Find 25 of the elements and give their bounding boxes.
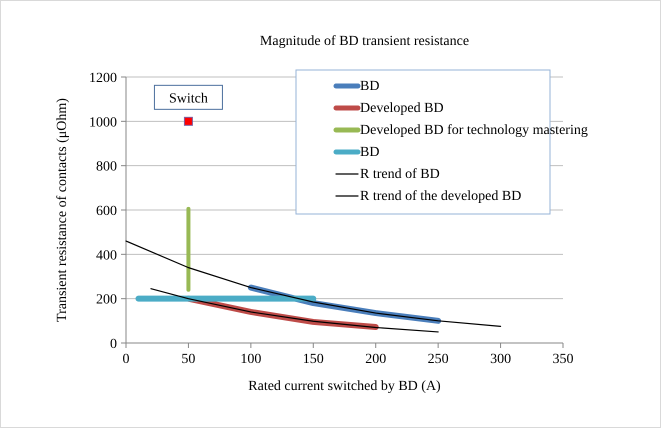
y-tick-label: 200	[96, 292, 117, 308]
x-tick-label: 150	[302, 352, 324, 367]
legend-label: R trend of the developed BD	[360, 189, 522, 204]
x-tick-label: 200	[365, 352, 386, 367]
legend-label: BD	[360, 79, 380, 94]
x-axis-title: Rated current switched by BD (A)	[248, 379, 442, 394]
y-tick-label: 800	[96, 160, 117, 175]
y-tick-label: 400	[96, 248, 117, 264]
x-tick-label: 250	[428, 352, 449, 367]
y-tick-label: 1200	[89, 71, 117, 86]
legend-label: Developed BD	[360, 101, 444, 116]
x-tick-label: 50	[181, 352, 196, 367]
legend-label: Developed BD for technology mastering	[360, 123, 588, 138]
y-axis-title: Transient resistance of contacts (μOhm)	[55, 98, 70, 322]
legend-label: R trend of BD	[360, 167, 440, 182]
annotation: Switch	[168, 91, 208, 106]
y-tick-label: 600	[96, 204, 117, 219]
y-tick-label: 1000	[89, 115, 117, 130]
x-tick-label: 300	[490, 352, 512, 367]
x-tick-label: 0	[122, 352, 130, 367]
y-tick-label: 0	[110, 337, 117, 352]
x-tick-label: 350	[552, 352, 574, 367]
x-tick-label: 100	[240, 352, 262, 367]
chart-title: Magnitude of BD transient resistance	[260, 34, 470, 49]
legend-label: BD	[360, 145, 380, 160]
